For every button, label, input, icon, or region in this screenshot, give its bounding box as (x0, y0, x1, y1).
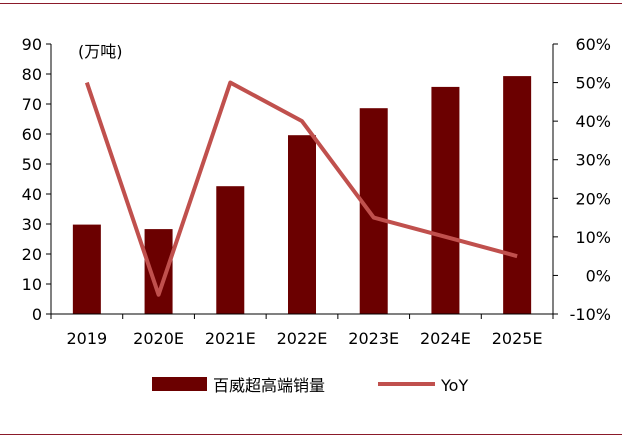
bar-2024E (431, 86, 460, 315)
x-tick-label: 2019 (66, 329, 107, 348)
x-tick-label: 2022E (277, 329, 328, 348)
legend-bar-label: 百威超高端销量 (213, 376, 325, 395)
right-tick-label: 60% (575, 35, 611, 54)
right-tick-label: 40% (575, 112, 611, 131)
x-tick-label: 2025E (492, 329, 543, 348)
left-tick-label: 0 (32, 305, 42, 324)
left-tick-label: 20 (22, 245, 42, 264)
left-tick-label: 60 (22, 125, 42, 144)
top-rule (0, 3, 622, 4)
left-tick-label: 50 (22, 155, 42, 174)
right-tick-label: 10% (575, 228, 611, 247)
right-tick-label: 0% (586, 266, 611, 285)
left-tick-label: 80 (22, 65, 42, 84)
right-tick-label: 30% (575, 151, 611, 170)
right-tick-label: -10% (570, 305, 611, 324)
unit-label: (万吨) (78, 42, 123, 61)
bar-2019 (72, 224, 101, 314)
right-tick-label: 20% (575, 189, 611, 208)
x-tick-label: 2020E (133, 329, 184, 348)
bar-2025E (503, 76, 532, 314)
left-tick-label: 90 (22, 35, 42, 54)
legend-bar-swatch (152, 377, 207, 391)
left-tick-label: 30 (22, 215, 42, 234)
x-tick-label: 2023E (348, 329, 399, 348)
right-tick-label: 50% (575, 74, 611, 93)
bar-2021E (216, 186, 245, 314)
bar-2022E (288, 135, 316, 314)
x-tick-label: 2024E (420, 329, 471, 348)
left-tick-label: 40 (22, 185, 42, 204)
bar-2023E (359, 108, 388, 314)
bottom-rule (0, 434, 622, 435)
x-tick-label: 2021E (205, 329, 256, 348)
left-tick-label: 10 (22, 275, 42, 294)
yoy-line (84, 80, 518, 297)
legend-line-label: YoY (440, 376, 468, 395)
left-tick-label: 70 (22, 95, 42, 114)
